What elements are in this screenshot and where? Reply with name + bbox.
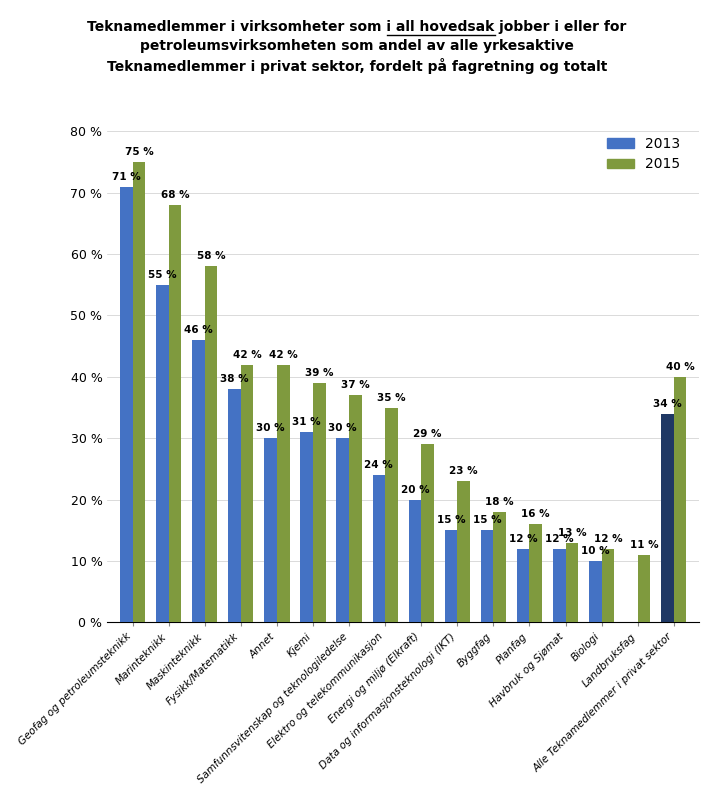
- Text: 40 %: 40 %: [665, 362, 695, 372]
- Text: 23 %: 23 %: [449, 466, 478, 476]
- Bar: [445, 530, 457, 622]
- Text: 11 %: 11 %: [630, 540, 658, 550]
- Bar: [553, 549, 565, 622]
- Bar: [192, 340, 205, 622]
- Text: 18 %: 18 %: [486, 497, 514, 507]
- Text: 46 %: 46 %: [184, 325, 213, 335]
- Text: 12 %: 12 %: [509, 534, 538, 544]
- Text: 30 %: 30 %: [256, 423, 285, 434]
- Text: 29 %: 29 %: [413, 430, 442, 439]
- Text: 58 %: 58 %: [197, 251, 226, 262]
- Legend: 2013, 2015: 2013, 2015: [601, 131, 686, 177]
- Bar: [133, 162, 145, 622]
- Text: 12 %: 12 %: [545, 534, 573, 544]
- Text: 38 %: 38 %: [220, 374, 248, 384]
- Bar: [373, 475, 385, 622]
- Text: 24 %: 24 %: [364, 460, 393, 470]
- Text: 35 %: 35 %: [377, 393, 406, 402]
- Bar: [301, 432, 313, 622]
- Bar: [421, 444, 434, 622]
- Text: 12 %: 12 %: [593, 534, 622, 544]
- Text: 42 %: 42 %: [269, 350, 298, 360]
- Bar: [661, 414, 674, 622]
- Bar: [517, 549, 530, 622]
- Text: petroleumsvirksomheten som andel av alle yrkesaktive: petroleumsvirksomheten som andel av alle…: [140, 39, 574, 53]
- Text: 15 %: 15 %: [437, 515, 466, 526]
- Text: 37 %: 37 %: [341, 380, 370, 390]
- Bar: [565, 542, 578, 622]
- Bar: [205, 266, 217, 622]
- Bar: [530, 524, 542, 622]
- Text: 71 %: 71 %: [112, 172, 141, 182]
- Bar: [602, 549, 614, 622]
- Bar: [481, 530, 493, 622]
- Text: 16 %: 16 %: [521, 510, 550, 519]
- Bar: [169, 205, 181, 622]
- Text: 30 %: 30 %: [328, 423, 357, 434]
- Text: 31 %: 31 %: [292, 418, 321, 427]
- Bar: [241, 365, 253, 622]
- Bar: [589, 561, 602, 622]
- Text: Teknamedlemmer i virksomheter som i all hovedsak jobber i eller for: Teknamedlemmer i virksomheter som i all …: [87, 20, 627, 34]
- Text: 15 %: 15 %: [473, 515, 501, 526]
- Bar: [349, 395, 362, 622]
- Bar: [277, 365, 290, 622]
- Text: 55 %: 55 %: [148, 270, 176, 280]
- Bar: [385, 407, 398, 622]
- Bar: [313, 383, 326, 622]
- Bar: [638, 555, 650, 622]
- Text: 39 %: 39 %: [305, 368, 333, 378]
- Bar: [336, 438, 349, 622]
- Text: Teknamedlemmer i privat sektor, fordelt på fagretning og totalt: Teknamedlemmer i privat sektor, fordelt …: [107, 58, 607, 74]
- Text: 42 %: 42 %: [233, 350, 261, 360]
- Bar: [264, 438, 277, 622]
- Bar: [408, 500, 421, 622]
- Bar: [156, 285, 169, 622]
- Text: 34 %: 34 %: [653, 398, 682, 409]
- Bar: [493, 512, 506, 622]
- Bar: [674, 377, 686, 622]
- Text: 13 %: 13 %: [558, 528, 586, 538]
- Bar: [120, 186, 133, 622]
- Text: 10 %: 10 %: [581, 546, 610, 556]
- Text: 20 %: 20 %: [401, 485, 429, 494]
- Text: 75 %: 75 %: [124, 147, 154, 157]
- Bar: [457, 482, 470, 622]
- Bar: [228, 389, 241, 622]
- Text: 68 %: 68 %: [161, 190, 189, 200]
